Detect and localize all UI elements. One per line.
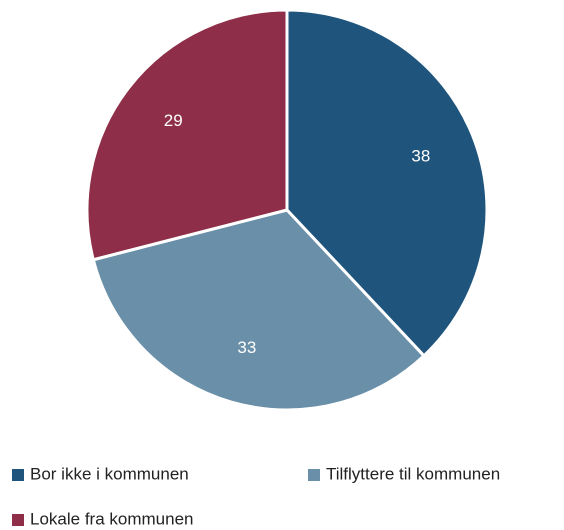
legend-swatch (12, 469, 24, 481)
legend-label: Lokale fra kommunen (30, 509, 193, 528)
pie-slice (91, 208, 427, 412)
legend-label: Bor ikke i kommunen (30, 464, 189, 483)
legend-swatch (12, 514, 24, 526)
slice-label: 33 (237, 338, 256, 357)
legend-swatch (308, 469, 320, 481)
pie-slice (285, 8, 489, 358)
legend-label: Tilflyttere til kommunen (326, 464, 500, 483)
slice-label: 29 (164, 111, 183, 130)
slice-label: 38 (411, 146, 430, 165)
pie-slice (85, 8, 289, 262)
